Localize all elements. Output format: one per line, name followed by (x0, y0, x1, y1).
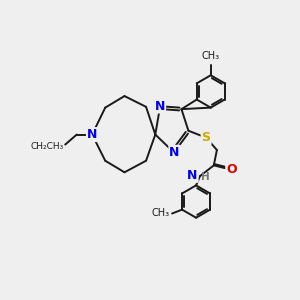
Text: H: H (202, 172, 210, 182)
Text: N: N (87, 128, 97, 141)
Text: CH₃: CH₃ (202, 51, 220, 62)
Text: N: N (169, 146, 180, 159)
Text: CH₃: CH₃ (152, 208, 170, 218)
Text: CH₂CH₃: CH₂CH₃ (30, 142, 64, 151)
Text: N: N (155, 100, 165, 112)
Text: S: S (202, 131, 211, 144)
Text: N: N (187, 169, 198, 182)
Text: O: O (226, 163, 237, 176)
